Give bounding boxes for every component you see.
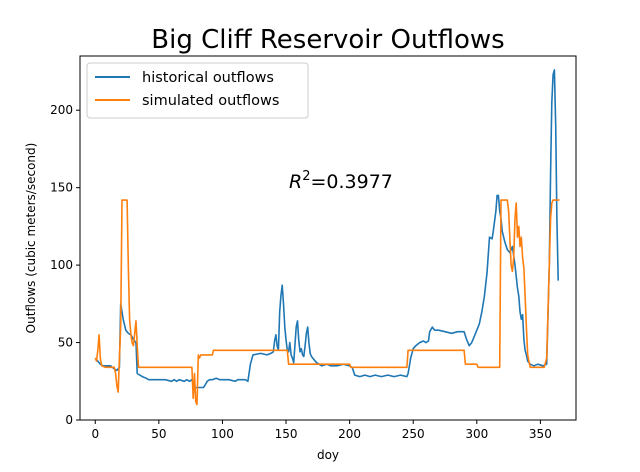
x-axis-ticks: 0 50 100 150 200 250 300 350	[91, 420, 552, 441]
x-tick-label: 350	[529, 427, 552, 441]
x-tick-label: 0	[91, 427, 99, 441]
r-squared-prefix: R	[289, 171, 302, 193]
r-squared-value: =0.3977	[310, 171, 392, 193]
y-tick-label: 50	[58, 336, 73, 350]
legend-label-0: historical outflows	[142, 70, 274, 86]
y-tick-label: 0	[65, 413, 73, 427]
x-tick-label: 150	[275, 427, 298, 441]
x-tick-label: 100	[211, 427, 234, 441]
legend-box	[86, 62, 309, 119]
r-squared-superscript: 2	[302, 169, 310, 184]
plot-frame	[79, 55, 577, 421]
y-axis-ticks: 0 50 100 150 200	[50, 103, 80, 427]
series-line-0	[94, 69, 559, 389]
r-squared-annotation: R2=0.3977	[289, 169, 393, 193]
y-tick-label: 150	[50, 181, 73, 195]
y-axis-label: Outflows (cubic meters/second)	[24, 143, 38, 334]
x-axis-label: doy	[317, 448, 339, 462]
y-tick-label: 100	[50, 258, 73, 272]
x-tick-label: 250	[402, 427, 425, 441]
legend-label-1: simulated outflows	[142, 93, 279, 109]
legend: historical outflows simulated outflows	[86, 62, 309, 119]
plot-lines	[94, 69, 560, 406]
x-tick-label: 50	[151, 427, 166, 441]
x-tick-label: 300	[465, 427, 488, 441]
y-tick-label: 200	[50, 103, 73, 117]
series-line-1	[94, 199, 560, 406]
chart-title: Big Cliff Reservoir Outflows	[151, 25, 504, 55]
x-tick-label: 200	[338, 427, 361, 441]
